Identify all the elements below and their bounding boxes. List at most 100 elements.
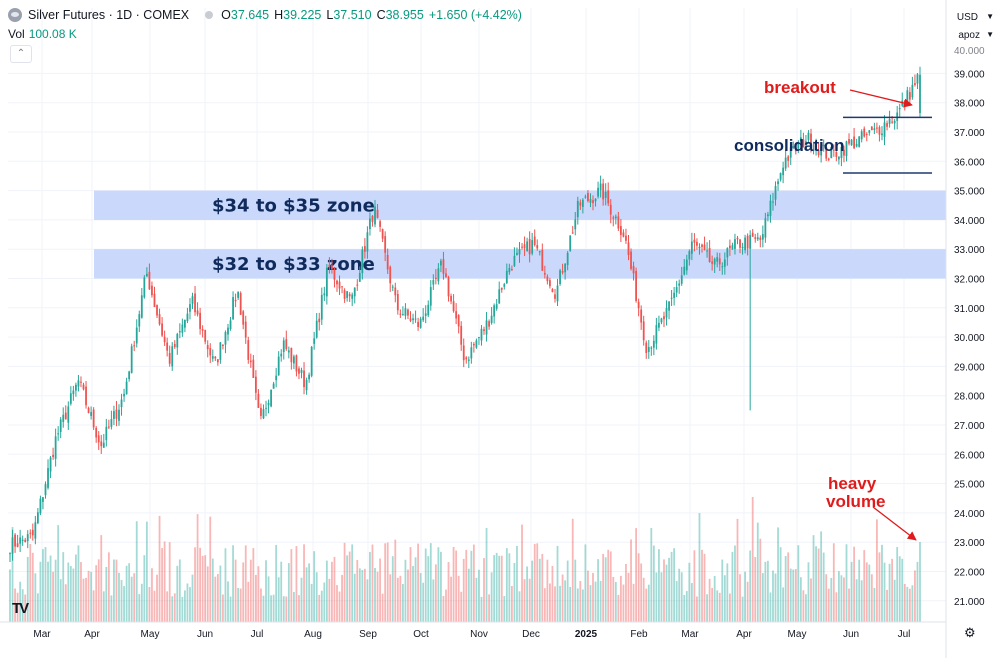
price-axis[interactable]: 21.000 22.000 23.000 24.000 25.000 26.000 27.0… bbox=[945, 0, 985, 658]
candle-body bbox=[675, 287, 678, 293]
volume-bar bbox=[57, 525, 60, 622]
candle-body bbox=[305, 379, 308, 391]
volume-bar bbox=[77, 545, 80, 622]
candle-body bbox=[168, 352, 171, 364]
volume-bar bbox=[414, 557, 417, 622]
candle-body bbox=[670, 297, 673, 299]
volume-bar bbox=[447, 562, 450, 622]
time-tick-label: Apr bbox=[736, 629, 752, 640]
candle-body bbox=[148, 271, 151, 290]
volume-bar bbox=[893, 579, 896, 622]
candle-body bbox=[769, 200, 772, 216]
scale-mode-selector[interactable]: apoz bbox=[958, 30, 980, 41]
chevron-down-icon[interactable]: ▼ bbox=[986, 30, 994, 39]
volume-bar bbox=[698, 513, 701, 622]
symbol-title[interactable]: Silver Futures · 1D · COMEX bbox=[28, 8, 190, 22]
volume-bar bbox=[310, 583, 313, 622]
volume-bar bbox=[369, 552, 371, 622]
volume-bar bbox=[868, 564, 871, 622]
candle-body bbox=[173, 343, 176, 348]
volume-bar bbox=[465, 549, 468, 622]
tradingview-logo-icon[interactable]: TV bbox=[12, 600, 29, 617]
volume-bar bbox=[222, 594, 224, 622]
candle-body bbox=[505, 270, 508, 284]
candle-body bbox=[554, 294, 556, 299]
volume-bar bbox=[49, 555, 52, 622]
volume-bar bbox=[351, 544, 354, 622]
volume-bar bbox=[224, 548, 227, 622]
candle-body bbox=[158, 314, 161, 325]
volume-bar bbox=[384, 543, 387, 622]
volume-bar bbox=[658, 549, 660, 622]
candle-body bbox=[640, 309, 643, 323]
volume-bar bbox=[891, 558, 894, 622]
volume-bar bbox=[161, 548, 163, 622]
volume-bar bbox=[597, 559, 599, 622]
volume-bar bbox=[609, 551, 612, 622]
volume-bar bbox=[761, 573, 764, 622]
candle-body bbox=[744, 237, 746, 251]
candle-body bbox=[490, 315, 493, 323]
volume-bar bbox=[211, 558, 214, 622]
candle-body bbox=[850, 139, 853, 146]
candle-body bbox=[414, 318, 417, 320]
candle-body bbox=[26, 534, 29, 542]
volume-bar bbox=[14, 588, 16, 622]
volume-bar bbox=[450, 576, 452, 622]
volume-bar bbox=[417, 543, 420, 622]
currency-selector[interactable]: USD bbox=[956, 12, 978, 23]
candle-body bbox=[267, 402, 270, 406]
candle-body bbox=[450, 295, 452, 302]
candle-body bbox=[739, 239, 741, 248]
volume-bar bbox=[399, 575, 402, 622]
time-tick-label: Nov bbox=[470, 629, 488, 640]
candle-body bbox=[42, 497, 44, 502]
candle-body bbox=[247, 340, 250, 360]
candle-body bbox=[523, 244, 526, 249]
candle-body bbox=[260, 407, 262, 416]
candle-body bbox=[594, 198, 597, 202]
candle-body bbox=[789, 147, 792, 158]
candle-body bbox=[827, 158, 830, 160]
candle-body bbox=[566, 252, 569, 266]
volume-bar bbox=[860, 580, 863, 622]
volume-bar bbox=[280, 561, 283, 622]
volume-bar bbox=[627, 572, 630, 622]
chevron-down-icon[interactable]: ▼ bbox=[986, 12, 994, 21]
volume-bar bbox=[526, 566, 529, 622]
time-tick-label: Mar bbox=[33, 629, 51, 640]
volume-bar bbox=[741, 596, 744, 622]
candle-body bbox=[82, 384, 85, 390]
volume-bar bbox=[789, 568, 792, 622]
volume-bar bbox=[772, 570, 774, 622]
candle-body bbox=[130, 346, 133, 373]
candle-body bbox=[338, 281, 341, 289]
volume-label[interactable]: Vol bbox=[8, 27, 25, 41]
gear-icon[interactable]: ⚙ bbox=[964, 625, 976, 640]
volume-bar bbox=[62, 552, 65, 622]
candle-body bbox=[911, 84, 914, 98]
volume-bar bbox=[379, 558, 381, 622]
volume-bar bbox=[143, 555, 146, 622]
candle-body bbox=[845, 141, 848, 157]
time-axis[interactable]: Mar Apr May Jun Jul Aug Sep Oct Nov Dec 2025 Feb Mar… bbox=[0, 621, 946, 640]
volume-bar bbox=[318, 594, 321, 622]
candle-body bbox=[123, 393, 125, 397]
candle-body bbox=[298, 368, 300, 374]
candle-body bbox=[389, 266, 392, 284]
volume-bar bbox=[237, 587, 240, 622]
candle-body bbox=[488, 321, 490, 327]
volume-bar bbox=[888, 563, 891, 622]
candle-body bbox=[209, 347, 212, 356]
candle-body bbox=[189, 304, 191, 312]
candle-body bbox=[135, 327, 138, 344]
collapse-legend-button[interactable]: ⌃ bbox=[10, 45, 32, 63]
candle-body bbox=[285, 339, 288, 350]
volume-bar bbox=[39, 561, 42, 622]
candle-body bbox=[427, 304, 430, 316]
candle-body bbox=[510, 269, 513, 271]
candle-body bbox=[371, 215, 374, 222]
candle-body bbox=[792, 146, 795, 149]
price-tick-label: 26.000 bbox=[954, 450, 985, 461]
